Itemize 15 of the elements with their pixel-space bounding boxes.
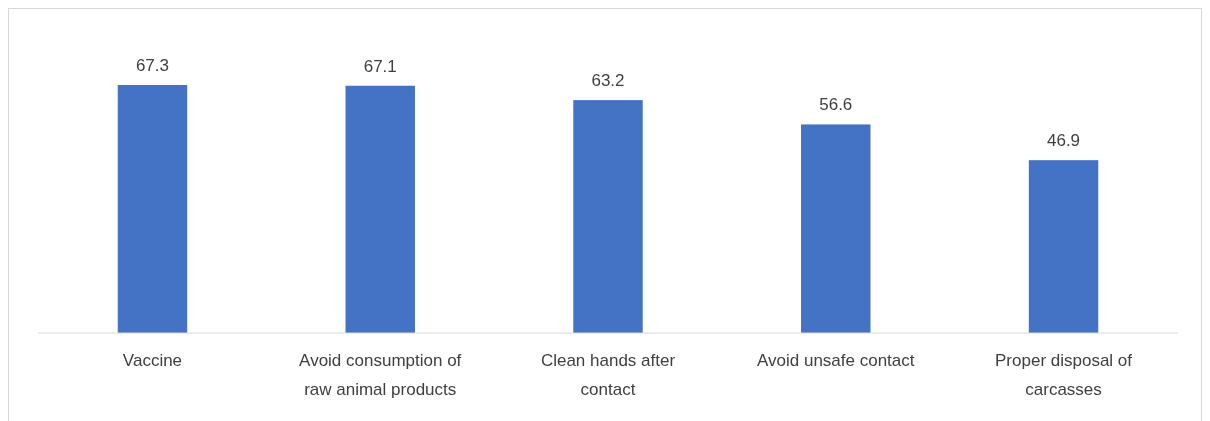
data-label: 67.1 <box>363 56 397 76</box>
bar <box>345 85 415 333</box>
bar <box>117 85 188 333</box>
x-tick-label: Avoid consumption of raw animal products <box>299 351 462 399</box>
bar <box>801 124 871 333</box>
data-label: 46.9 <box>1047 131 1081 151</box>
data-label: 56.6 <box>819 95 853 115</box>
x-tick-label: Proper disposal of carcasses <box>995 351 1133 399</box>
bar <box>573 100 643 333</box>
x-tick-label: Clean hands after contact <box>540 351 676 399</box>
bar <box>1028 160 1099 333</box>
x-tick-label: Avoid unsafe contact <box>757 351 915 370</box>
x-tick-label: Vaccine <box>122 351 183 370</box>
data-label: 67.3 <box>135 56 169 75</box>
data-label: 63.2 <box>591 71 625 91</box>
